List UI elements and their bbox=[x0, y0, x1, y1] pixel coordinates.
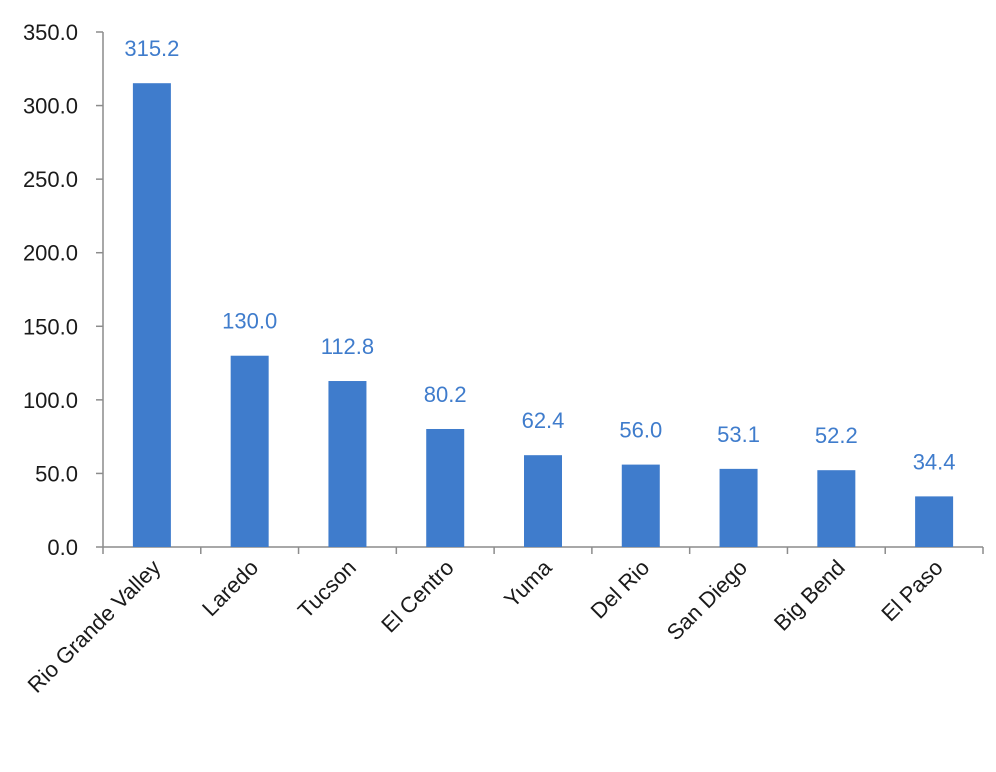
bar bbox=[915, 496, 954, 547]
category-label: El Centro bbox=[376, 555, 459, 638]
category-labels: Rio Grande Valley Laredo Tucson El Centro Yu… bbox=[23, 554, 948, 697]
bar bbox=[426, 428, 465, 547]
category-label: Rio Grande Valley bbox=[23, 555, 166, 698]
category-label: Laredo bbox=[197, 555, 263, 621]
y-tick-label: 150.0 bbox=[23, 314, 78, 339]
y-tick-label: 250.0 bbox=[23, 167, 78, 192]
bar bbox=[621, 464, 660, 547]
bar bbox=[524, 455, 562, 547]
y-axis: 0.0 50.0 100.0 150.0 200.0 250.0 300.0 350.0 bbox=[23, 20, 104, 560]
category-label: Tucson bbox=[293, 555, 361, 623]
data-label: 34.4 bbox=[913, 449, 956, 474]
data-label: 52.2 bbox=[815, 423, 858, 448]
y-tick-label: 200.0 bbox=[23, 241, 78, 266]
y-tick-label: 0.0 bbox=[47, 535, 78, 560]
bar bbox=[817, 470, 856, 547]
data-label: 53.1 bbox=[717, 422, 760, 447]
bars bbox=[132, 83, 954, 547]
data-label: 112.8 bbox=[321, 334, 374, 359]
y-tick-label: 50.0 bbox=[35, 461, 78, 486]
y-tick-label: 100.0 bbox=[23, 388, 78, 413]
category-label: Del Rio bbox=[586, 555, 655, 624]
bar bbox=[328, 381, 367, 547]
bar bbox=[719, 468, 758, 547]
data-label: 56.0 bbox=[619, 418, 662, 443]
y-tick-label: 350.0 bbox=[23, 20, 78, 45]
y-tick-label: 300.0 bbox=[23, 94, 78, 119]
x-axis bbox=[102, 546, 984, 554]
bar bbox=[132, 83, 171, 547]
data-label: 80.2 bbox=[424, 382, 467, 407]
category-label: San Diego bbox=[662, 555, 752, 645]
category-label: Yuma bbox=[499, 554, 557, 612]
data-label: 62.4 bbox=[522, 408, 565, 433]
data-label: 130.0 bbox=[222, 309, 277, 334]
category-label: Big Bend bbox=[769, 555, 850, 636]
data-labels: 315.2 130.0 112.8 80.2 62.4 56.0 53.1 52.2 34.4 bbox=[124, 36, 955, 474]
category-label: El Paso bbox=[876, 555, 947, 626]
data-label: 315.2 bbox=[124, 36, 179, 61]
bar bbox=[230, 355, 269, 547]
